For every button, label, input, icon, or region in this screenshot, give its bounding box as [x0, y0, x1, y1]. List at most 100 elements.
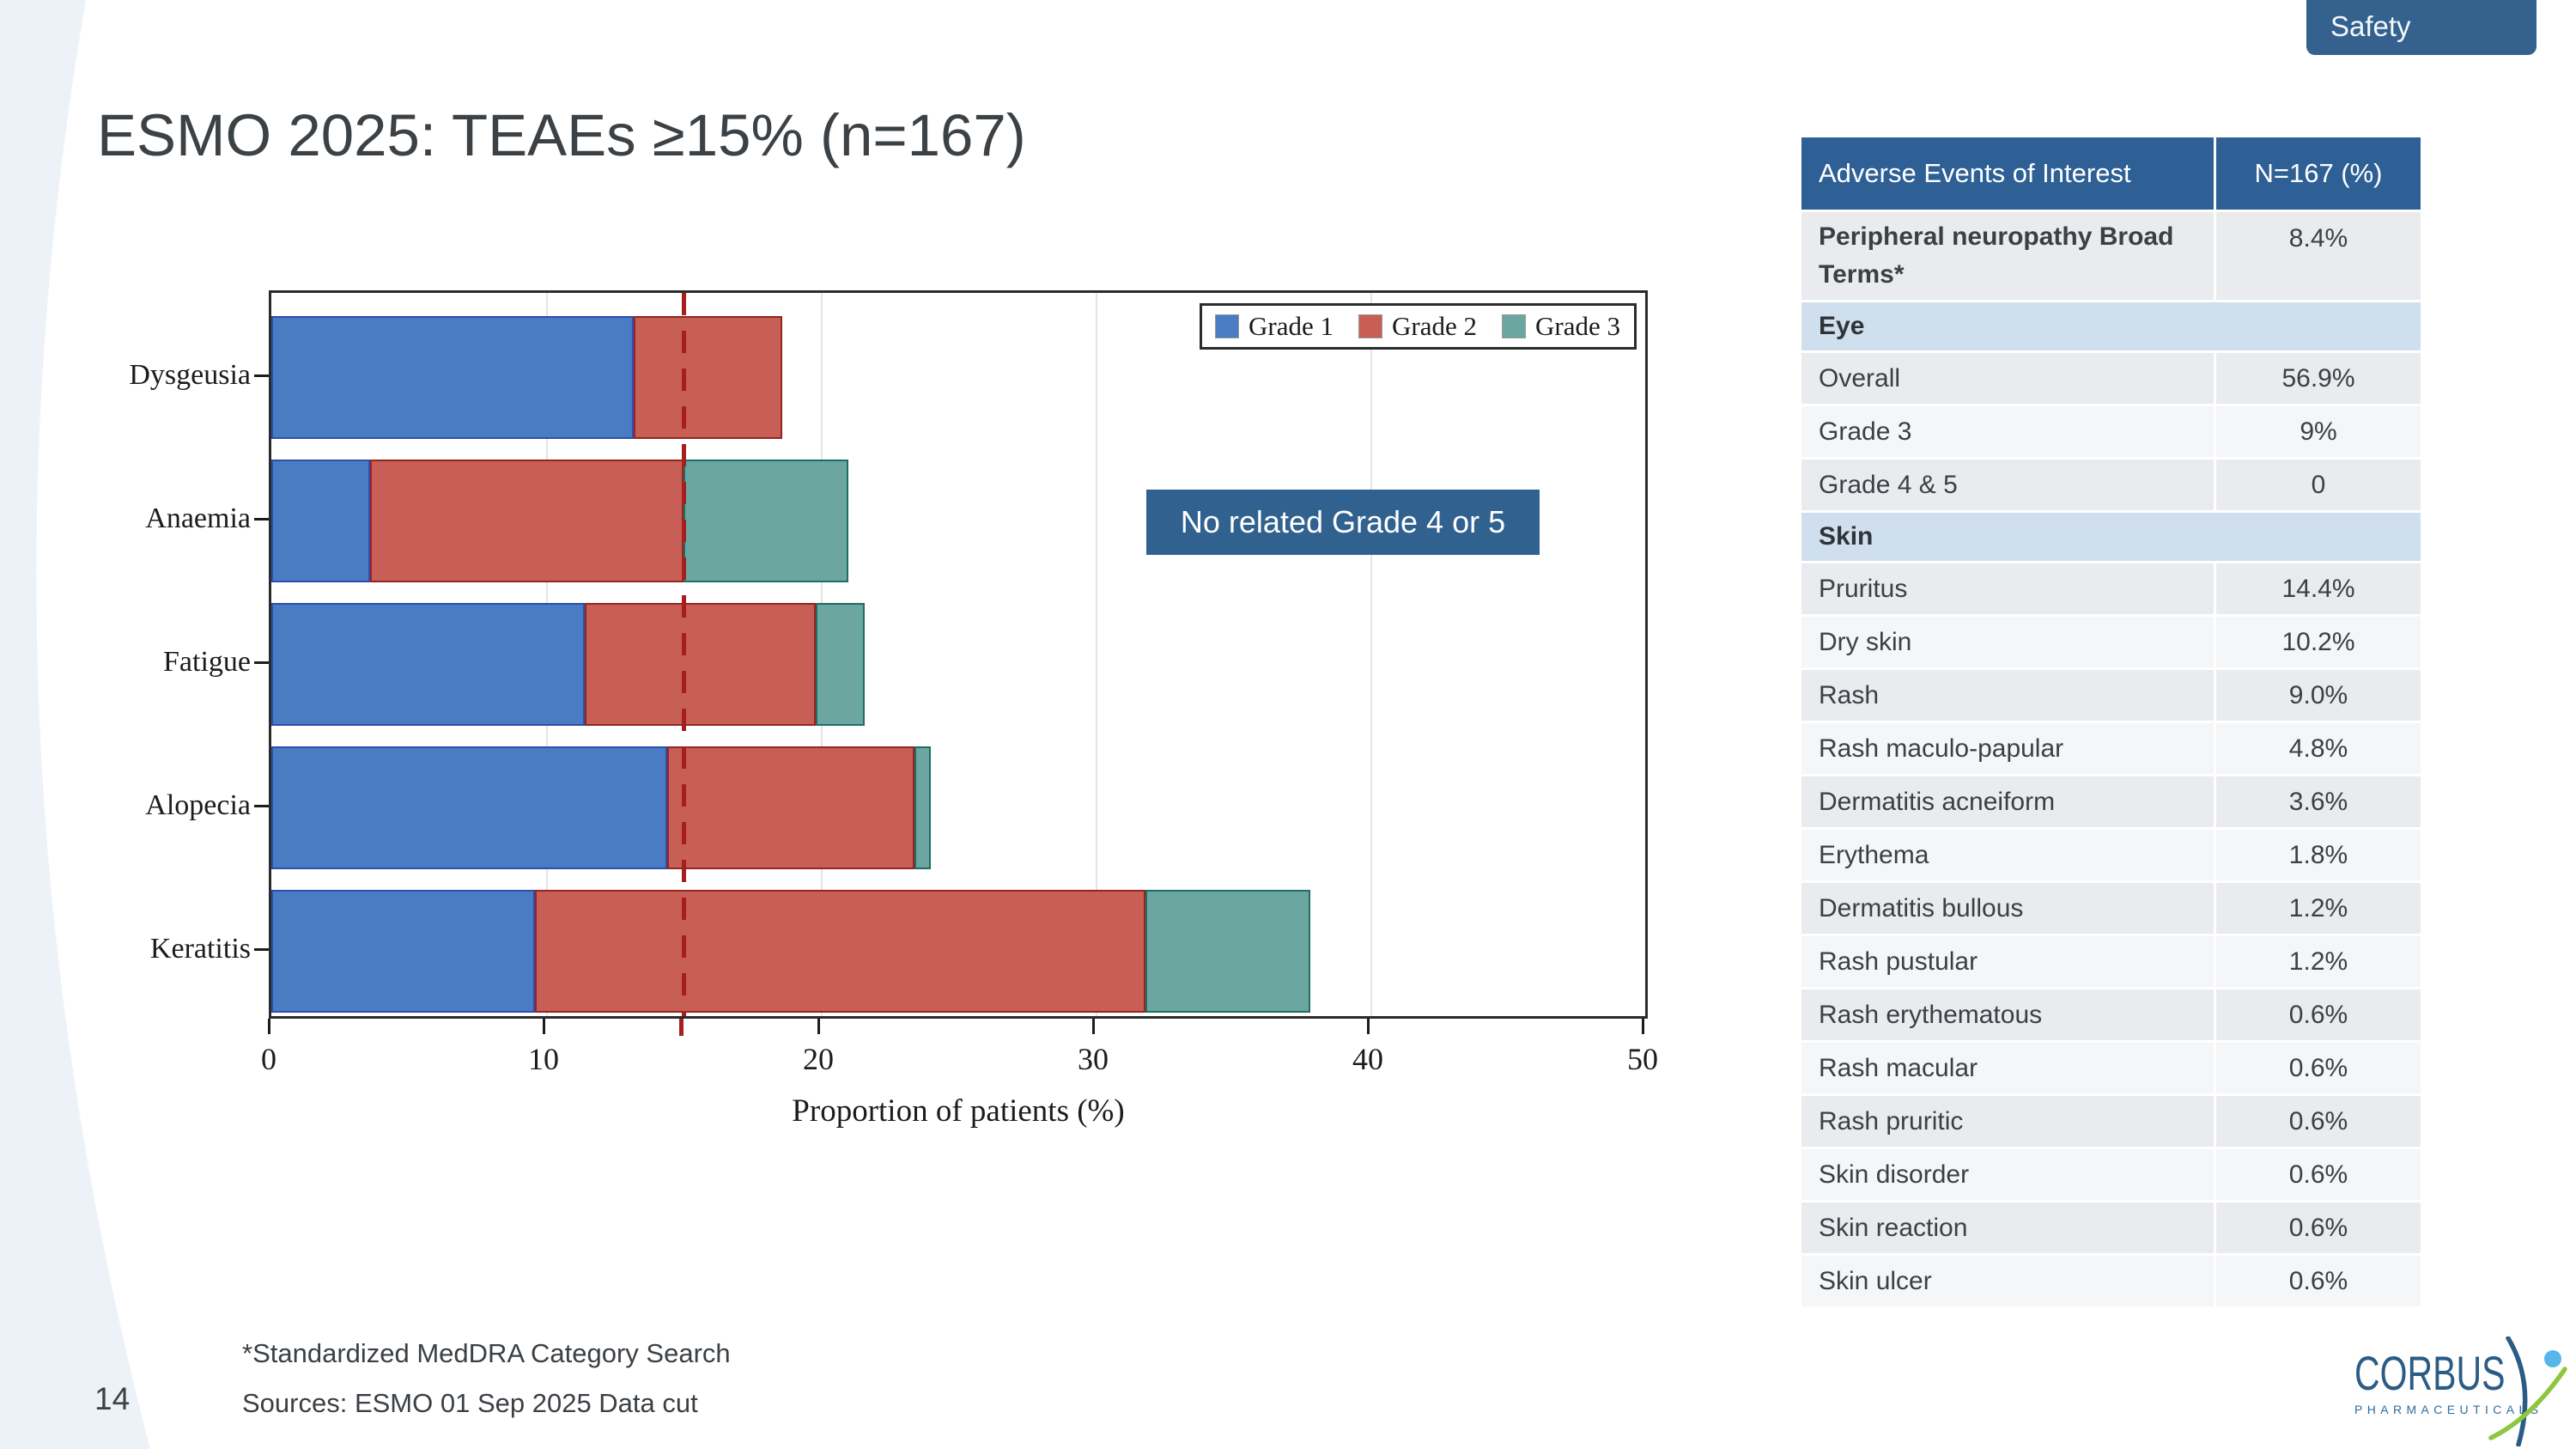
row-value: 0.6%: [2214, 1149, 2421, 1200]
row-label: Dermatitis acneiform: [1819, 787, 2056, 816]
chart-plot-area: Grade 1 Grade 2 Grade 3: [269, 290, 1648, 1019]
segment-anaemia-grade-3: [683, 460, 848, 582]
x-tick-label-30: 30: [1078, 1042, 1109, 1076]
logo-subtext: PHARMACEUTICALS: [2354, 1403, 2543, 1416]
x-tick-30: [1092, 1019, 1095, 1034]
row-value: 0: [2214, 460, 2421, 510]
table-body: Peripheral neuropathy Broad Terms* 8.4% Ey…: [1801, 212, 2421, 1309]
y-tick: [254, 947, 269, 951]
row-label: Skin ulcer: [1819, 1266, 1932, 1295]
table-row-rash: Rash 9.0%: [1801, 670, 2421, 723]
logo-name: CORBUS: [2354, 1346, 2506, 1401]
legend-item-grade-3: Grade 3: [1502, 311, 1620, 342]
row-label: Rash maculo-papular: [1819, 734, 2064, 763]
y-tick: [254, 374, 269, 377]
row-label: Skin disorder: [1819, 1160, 1970, 1189]
row-value: 1.2%: [2214, 936, 2421, 987]
segment-anaemia-grade-2: [370, 460, 683, 582]
table-row-rash-pruritic: Rash pruritic 0.6%: [1801, 1096, 2421, 1149]
legend-label: Grade 3: [1535, 311, 1620, 341]
legend-swatch-icon: [1502, 314, 1527, 338]
bar-keratitis: [271, 890, 1645, 1013]
y-tick: [254, 517, 269, 521]
footnote-sources: Sources: ESMO 01 Sep 2025 Data cut: [242, 1388, 698, 1418]
row-label: Overall: [1819, 363, 1901, 393]
y-label-fatigue: Fatigue: [163, 645, 251, 678]
row-value: 1.8%: [2214, 830, 2421, 880]
logo-figure-icon: [2488, 1336, 2567, 1446]
legend-label: Grade 1: [1249, 311, 1334, 341]
segment-keratitis-grade-1: [271, 890, 536, 1013]
table-row-erythema: Erythema 1.8%: [1801, 830, 2421, 883]
row-label: Grade 3: [1819, 417, 1912, 446]
table-row-rash-erythematous: Rash erythematous 0.6%: [1801, 989, 2421, 1043]
row-label: Grade 4 & 5: [1819, 470, 1958, 499]
row-label: Erythema: [1819, 840, 1929, 869]
row-value: 0.6%: [2214, 1043, 2421, 1093]
bar-alopecia: [271, 746, 1645, 869]
row-value: 8.4%: [2214, 212, 2421, 300]
row-value: 0.6%: [2214, 1096, 2421, 1147]
segment-keratitis-grade-3: [1145, 890, 1310, 1013]
table-row-skin-ulcer: Skin ulcer 0.6%: [1801, 1256, 2421, 1309]
section-label: Eye: [1819, 312, 1865, 340]
table-header-n: N=167 (%): [2214, 137, 2421, 210]
table-row-dry-skin: Dry skin 10.2%: [1801, 617, 2421, 670]
adverse-events-table: Adverse Events of Interest N=167 (%) Per…: [1801, 137, 2421, 1309]
table-row-rash-maculo-papular: Rash maculo-papular 4.8%: [1801, 723, 2421, 776]
footnote-meddra: *Standardized MedDRA Category Search: [242, 1338, 731, 1368]
legend-label: Grade 2: [1392, 311, 1478, 341]
row-label: Rash erythematous: [1819, 1000, 2043, 1029]
legend-item-grade-2: Grade 2: [1358, 311, 1478, 342]
bar-anaemia: [271, 460, 1645, 582]
chart-legend: Grade 1 Grade 2 Grade 3: [1200, 303, 1637, 350]
x-tick-label-50: 50: [1627, 1042, 1658, 1076]
row-value: 9.0%: [2214, 670, 2421, 721]
table-section-eye: Eye: [1801, 302, 2421, 353]
row-value: 56.9%: [2214, 353, 2421, 404]
no-grade-4-5-annotation: No related Grade 4 or 5: [1146, 490, 1540, 555]
page-title: ESMO 2025: TEAEs ≥15% (n=167): [97, 102, 1026, 168]
row-label: Dry skin: [1819, 627, 1912, 656]
row-value: 14.4%: [2214, 563, 2421, 614]
segment-anaemia-grade-1: [271, 460, 371, 582]
table-row-skin-disorder: Skin disorder 0.6%: [1801, 1149, 2421, 1202]
segment-alopecia-grade-2: [666, 746, 914, 869]
row-label: Pruritus: [1819, 574, 1908, 603]
row-value: 4.8%: [2214, 723, 2421, 774]
x-tick-40: [1367, 1019, 1370, 1034]
tab-safety[interactable]: Safety: [2306, 0, 2537, 55]
table-header-row: Adverse Events of Interest N=167 (%): [1801, 137, 2421, 212]
segment-fatigue-grade-1: [271, 603, 585, 726]
table-row-dermatitis-bullous: Dermatitis bullous 1.2%: [1801, 883, 2421, 936]
corbus-logo: CORBUS PHARMACEUTICALS: [2354, 1336, 2573, 1446]
segment-keratitis-grade-2: [535, 890, 1145, 1013]
row-value: 0.6%: [2214, 989, 2421, 1040]
gridline-40: [1370, 293, 1372, 1016]
segment-alopecia-grade-1: [271, 746, 667, 869]
reference-line-axis-tick: [679, 1019, 683, 1036]
x-axis-title: Proportion of patients (%): [792, 1093, 1125, 1129]
segment-dysgeusia-grade-2: [634, 316, 783, 439]
row-value: 3.6%: [2214, 776, 2421, 827]
bar-dysgeusia: [271, 316, 1645, 439]
legend-swatch-icon: [1358, 314, 1383, 338]
table-row-rash-macular: Rash macular 0.6%: [1801, 1043, 2421, 1096]
row-value: 9%: [2214, 406, 2421, 457]
row-value: 10.2%: [2214, 617, 2421, 667]
table-section-skin: Skin: [1801, 513, 2421, 563]
segment-alopecia-grade-3: [914, 746, 931, 869]
table-row-overall: Overall 56.9%: [1801, 353, 2421, 406]
table-row-dermatitis-acneiform: Dermatitis acneiform 3.6%: [1801, 776, 2421, 830]
x-tick-label-10: 10: [528, 1042, 559, 1076]
table-row-skin-reaction: Skin reaction 0.6%: [1801, 1202, 2421, 1256]
x-tick-50: [1642, 1019, 1644, 1034]
row-label: Skin reaction: [1819, 1213, 1968, 1242]
y-label-dysgeusia: Dysgeusia: [129, 358, 251, 391]
logo-text: CORBUS PHARMACEUTICALS: [2354, 1346, 2543, 1416]
x-tick-label-0: 0: [261, 1042, 276, 1076]
x-tick-0: [268, 1019, 270, 1034]
y-label-keratitis: Keratitis: [149, 932, 251, 965]
table-row-rash-pustular: Rash pustular 1.2%: [1801, 936, 2421, 989]
